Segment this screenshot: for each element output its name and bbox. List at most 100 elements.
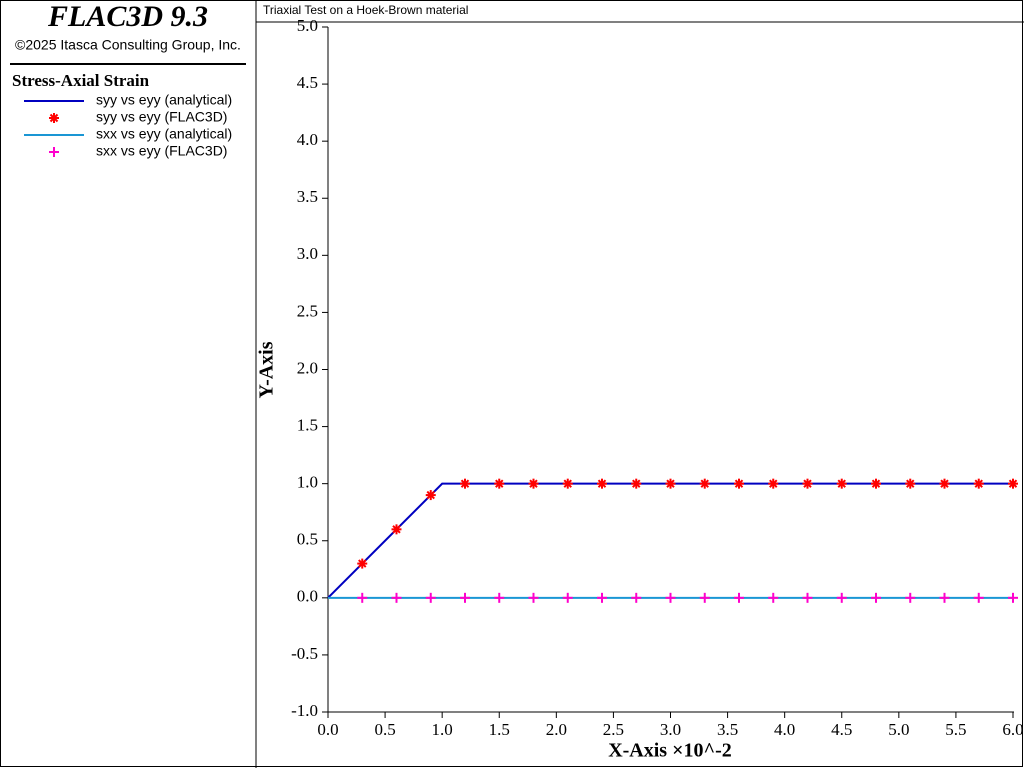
asterisk-marker bbox=[734, 478, 744, 489]
asterisk-marker bbox=[699, 478, 710, 489]
marker-stroke bbox=[940, 479, 949, 488]
marker-stroke bbox=[563, 479, 572, 488]
plus-marker bbox=[768, 592, 779, 603]
y-tick-label: -1.0 bbox=[291, 701, 318, 720]
marker-stroke bbox=[666, 479, 675, 488]
plus-marker bbox=[973, 592, 984, 603]
marker-stroke bbox=[769, 479, 778, 488]
plus-marker bbox=[699, 592, 710, 603]
plus-marker bbox=[1008, 592, 1018, 603]
y-tick-label: -0.5 bbox=[291, 644, 318, 663]
legend-label: syy vs eyy (analytical) bbox=[96, 92, 232, 108]
asterisk-marker bbox=[357, 558, 368, 569]
asterisk-marker bbox=[391, 524, 402, 535]
marker-stroke bbox=[460, 479, 470, 488]
x-axis-label: X-Axis ×10^-2 bbox=[608, 740, 732, 762]
x-tick-label: 5.0 bbox=[888, 720, 909, 739]
asterisk-marker bbox=[494, 478, 505, 489]
x-tick-label: 1.0 bbox=[432, 720, 453, 739]
chart-title: Triaxial Test on a Hoek-Brown material bbox=[263, 3, 468, 17]
x-tick-label: 1.5 bbox=[489, 720, 510, 739]
marker-stroke bbox=[837, 479, 846, 488]
plus-marker bbox=[905, 592, 916, 603]
marker-stroke bbox=[632, 479, 641, 488]
legend-label: syy vs eyy (FLAC3D) bbox=[96, 109, 227, 125]
asterisk-marker bbox=[597, 478, 607, 489]
plus-marker bbox=[460, 592, 470, 603]
plus-marker bbox=[528, 592, 539, 603]
y-tick-label: 2.0 bbox=[297, 358, 318, 377]
x-tick-label: 3.5 bbox=[717, 720, 738, 739]
legend-label: sxx vs eyy (FLAC3D) bbox=[96, 143, 227, 159]
y-tick-label: 1.0 bbox=[297, 473, 318, 492]
plus-marker bbox=[871, 592, 881, 603]
asterisk-marker bbox=[905, 478, 916, 489]
y-tick-label: 4.0 bbox=[297, 130, 318, 149]
x-tick-label: 2.0 bbox=[546, 720, 567, 739]
y-tick-label: 0.5 bbox=[297, 530, 318, 549]
plus-marker bbox=[425, 592, 436, 603]
y-tick-label: 3.5 bbox=[297, 187, 318, 206]
plus-marker bbox=[391, 592, 402, 603]
plus-marker bbox=[939, 592, 950, 603]
asterisk-marker bbox=[1008, 478, 1018, 489]
marker-stroke bbox=[358, 559, 367, 568]
asterisk-marker bbox=[562, 478, 573, 489]
plus-marker bbox=[802, 592, 813, 603]
marker-stroke bbox=[495, 479, 504, 488]
x-tick-label: 6.0 bbox=[1002, 720, 1023, 739]
asterisk-marker bbox=[871, 478, 881, 489]
plus-marker bbox=[734, 592, 744, 603]
marker-stroke bbox=[529, 479, 538, 488]
legend-label: sxx vs eyy (analytical) bbox=[96, 126, 232, 142]
y-tick-label: 3.0 bbox=[297, 244, 318, 263]
app-title: FLAC3D 9.3 bbox=[47, 0, 208, 33]
y-tick-label: 1.5 bbox=[297, 415, 318, 434]
marker-stroke bbox=[49, 113, 59, 123]
marker-stroke bbox=[426, 490, 435, 500]
asterisk-marker bbox=[631, 478, 642, 489]
asterisk-marker bbox=[836, 478, 847, 489]
plus-marker bbox=[357, 592, 368, 603]
y-axis-label: Y-Axis bbox=[256, 341, 278, 398]
marker-stroke bbox=[803, 479, 812, 488]
marker-stroke bbox=[871, 479, 881, 488]
plus-marker bbox=[665, 592, 676, 603]
marker-stroke bbox=[974, 479, 983, 488]
marker-stroke bbox=[597, 479, 607, 488]
y-tick-label: 2.5 bbox=[297, 301, 318, 320]
y-tick-label: 5.0 bbox=[297, 16, 318, 35]
x-tick-label: 4.5 bbox=[831, 720, 852, 739]
asterisk-marker bbox=[973, 478, 984, 489]
x-tick-label: 5.5 bbox=[945, 720, 966, 739]
x-tick-label: 2.5 bbox=[603, 720, 624, 739]
marker-stroke bbox=[1008, 479, 1018, 488]
asterisk-marker bbox=[665, 478, 676, 489]
asterisk-marker bbox=[802, 478, 813, 489]
plus-marker bbox=[562, 592, 573, 603]
x-tick-label: 0.5 bbox=[374, 720, 395, 739]
plus-marker bbox=[836, 592, 847, 603]
plus-marker bbox=[494, 592, 505, 603]
asterisk-marker bbox=[939, 478, 950, 489]
marker-stroke bbox=[700, 479, 709, 488]
x-tick-label: 0.0 bbox=[317, 720, 338, 739]
copyright: ©2025 Itasca Consulting Group, Inc. bbox=[15, 37, 241, 53]
plus-marker bbox=[49, 147, 59, 157]
asterisk-marker bbox=[768, 478, 779, 489]
legend-title: Stress-Axial Strain bbox=[12, 71, 150, 90]
plus-marker bbox=[597, 592, 607, 603]
marker-stroke bbox=[392, 525, 401, 534]
asterisk-marker bbox=[460, 478, 470, 489]
plus-marker bbox=[631, 592, 642, 603]
x-tick-label: 4.0 bbox=[774, 720, 795, 739]
y-tick-label: 0.0 bbox=[297, 587, 318, 606]
asterisk-marker bbox=[528, 478, 539, 489]
asterisk-marker bbox=[425, 490, 436, 501]
marker-stroke bbox=[906, 479, 915, 488]
marker-stroke bbox=[734, 479, 744, 488]
x-tick-label: 3.0 bbox=[660, 720, 681, 739]
